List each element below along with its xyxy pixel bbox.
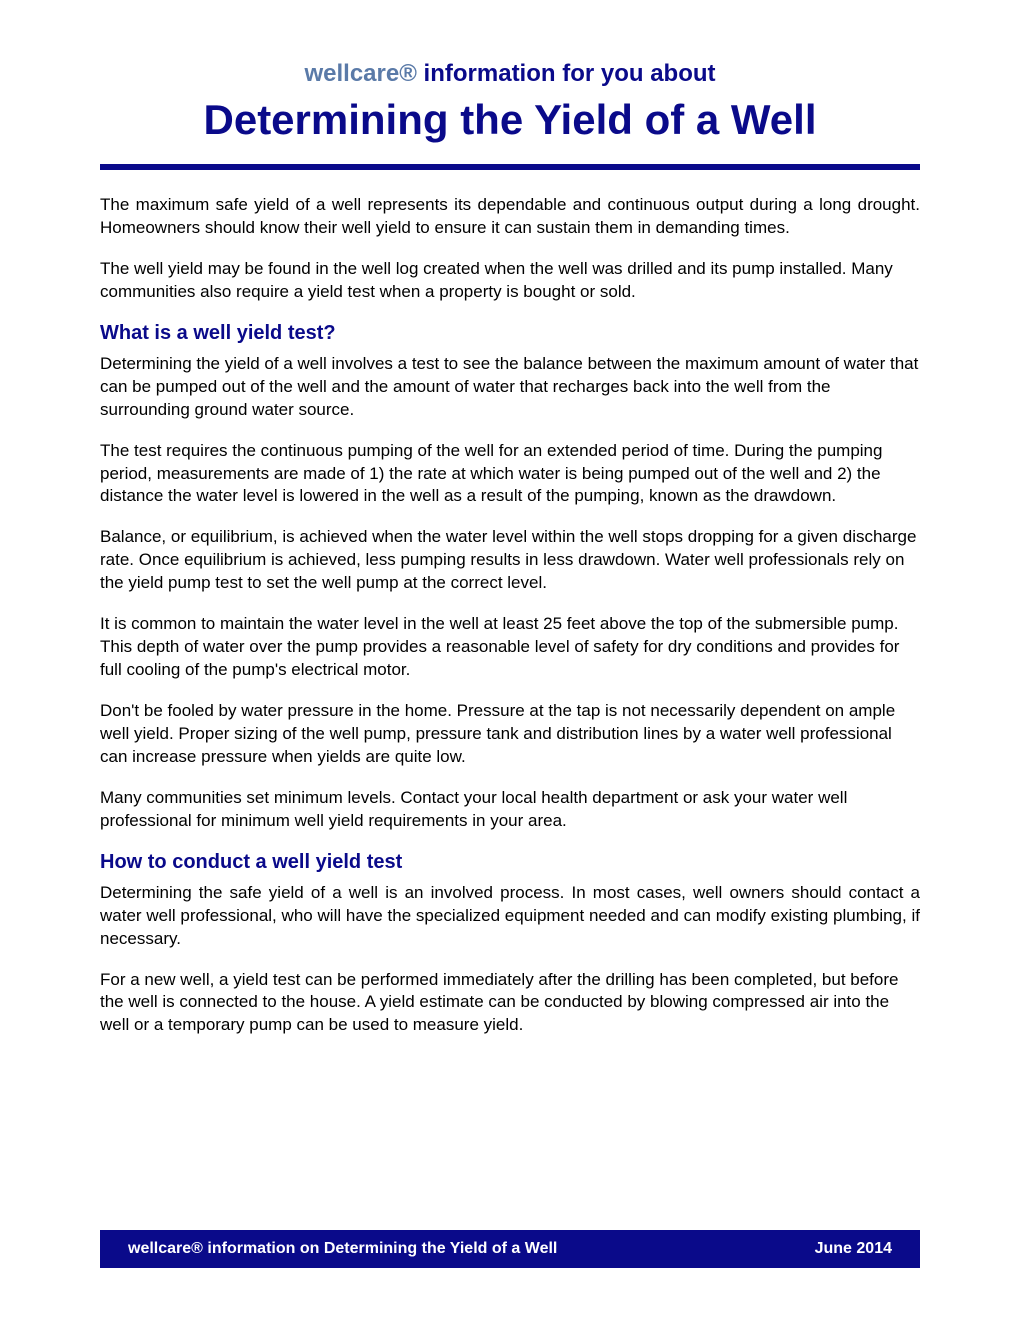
section1-para-1: Determining the yield of a well involves… <box>100 353 920 422</box>
footer-bar: wellcare® information on Determining the… <box>100 1230 920 1268</box>
section2-para-1: Determining the safe yield of a well is … <box>100 882 920 951</box>
section2-heading: How to conduct a well yield test <box>100 851 920 874</box>
footer-left: wellcare® information on Determining the… <box>128 1240 557 1258</box>
intro-para-1: The maximum safe yield of a well represe… <box>100 194 920 240</box>
intro-para-2: The well yield may be found in the well … <box>100 258 920 304</box>
tagline-text: information for you about <box>417 60 716 87</box>
section1-para-4: It is common to maintain the water level… <box>100 613 920 682</box>
brand-name: wellcare® <box>304 60 416 87</box>
section1-para-2: The test requires the continuous pumping… <box>100 440 920 509</box>
footer-brand: wellcare® <box>128 1240 203 1257</box>
section1-para-3: Balance, or equilibrium, is achieved whe… <box>100 526 920 595</box>
section1-heading: What is a well yield test? <box>100 322 920 345</box>
section2-para-2: For a new well, a yield test can be perf… <box>100 969 920 1038</box>
title-divider <box>100 164 920 170</box>
section1-para-5: Don't be fooled by water pressure in the… <box>100 700 920 769</box>
section1-para-6: Many communities set minimum levels. Con… <box>100 787 920 833</box>
page-title: Determining the Yield of a Well <box>100 96 920 144</box>
header-tagline: wellcare® information for you about <box>100 60 920 88</box>
footer-text: information on Determining the Yield of … <box>203 1240 557 1257</box>
footer-date: June 2014 <box>815 1240 892 1258</box>
